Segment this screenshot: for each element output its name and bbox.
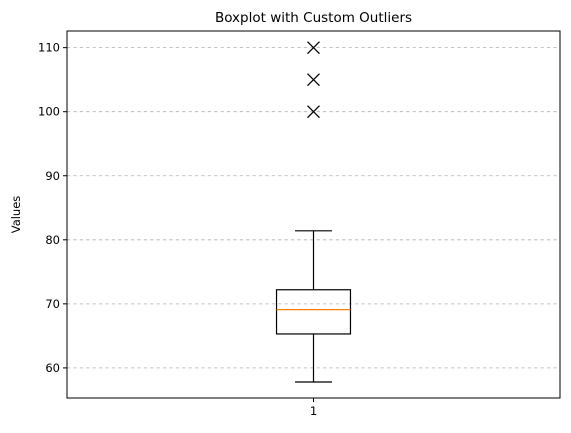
- grid-lines: [67, 48, 560, 368]
- y-axis-label: Values: [9, 196, 23, 234]
- y-tick-label-90: 90: [45, 169, 60, 183]
- outlier-105: [308, 74, 320, 86]
- y-tick-label-60: 60: [45, 361, 60, 375]
- iqr-box: [277, 290, 351, 334]
- y-axis-ticks: 60 70 80 90 100 110: [38, 41, 67, 375]
- chart-title: Boxplot with Custom Outliers: [215, 10, 412, 26]
- y-tick-label-70: 70: [45, 297, 60, 311]
- y-tick-label-80: 80: [45, 233, 60, 247]
- y-tick-label-110: 110: [38, 41, 60, 55]
- box-layer: [277, 42, 351, 382]
- y-tick-label-100: 100: [38, 105, 60, 119]
- x-axis-ticks: 1: [310, 398, 317, 418]
- x-tick-label-1: 1: [310, 404, 317, 418]
- box-1: [277, 42, 351, 382]
